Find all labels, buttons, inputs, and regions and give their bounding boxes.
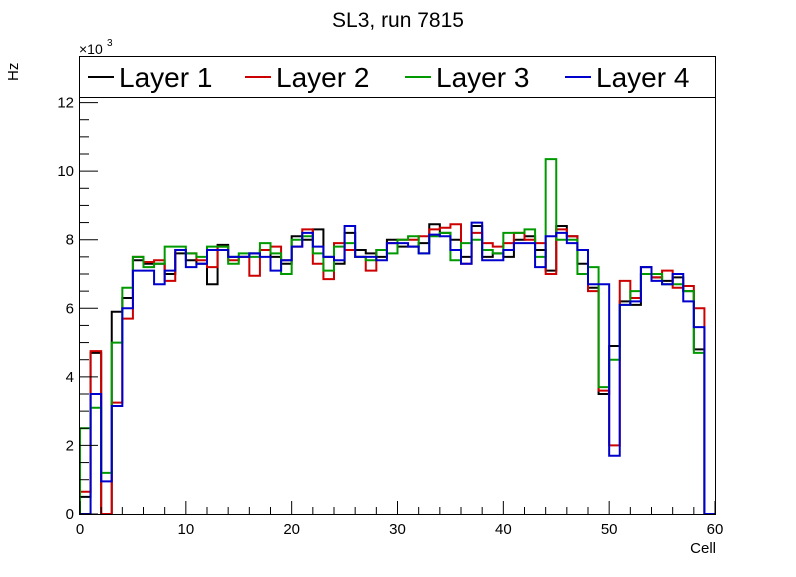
legend-entry-layer-1: Layer 1 [88, 62, 212, 93]
legend-label: Layer 2 [276, 62, 369, 93]
y-exponent-label: ×10 3 [79, 38, 113, 57]
legend-entry-layer-2: Layer 2 [245, 62, 369, 93]
x-tick-label: 50 [601, 521, 618, 538]
x-axis-label: Cell [690, 540, 716, 557]
y-multiplier-exponent: 3 [107, 38, 113, 49]
x-tick-label: 20 [283, 521, 300, 538]
y-tick-label: 10 [57, 163, 74, 180]
legend: Layer 1 Layer 2 Layer 3 Layer 4 [79, 56, 716, 98]
legend-label: Layer 4 [596, 62, 689, 93]
x-tick-label: 30 [389, 521, 406, 538]
y-axis-label: Hz [5, 63, 22, 81]
series-line-layer-4 [80, 221, 715, 515]
y-tick-label: 6 [66, 300, 74, 317]
legend-box [79, 56, 716, 98]
y-tick-label: 12 [57, 95, 74, 112]
legend-label: Layer 1 [119, 62, 212, 93]
y-tick-label: 0 [66, 506, 74, 523]
legend-label: Layer 3 [436, 62, 529, 93]
x-tick-label: 0 [76, 521, 84, 538]
y-tick-label: 8 [66, 232, 74, 249]
y-tick-label: 2 [66, 437, 74, 454]
series-group [79, 158, 715, 515]
y-tick-label: 4 [66, 369, 74, 386]
x-tick-label: 40 [495, 521, 512, 538]
axis-ticks: 0 10 20 30 40 50 60 0 2 4 6 8 10 12 [57, 84, 724, 538]
x-tick-label: 10 [177, 521, 194, 538]
legend-entry-layer-4: Layer 4 [565, 62, 689, 93]
x-tick-label: 60 [707, 521, 724, 538]
legend-entry-layer-3: Layer 3 [405, 62, 529, 93]
chart-title: SL3, run 7815 [332, 9, 464, 32]
y-multiplier-text: ×10 [79, 41, 103, 57]
